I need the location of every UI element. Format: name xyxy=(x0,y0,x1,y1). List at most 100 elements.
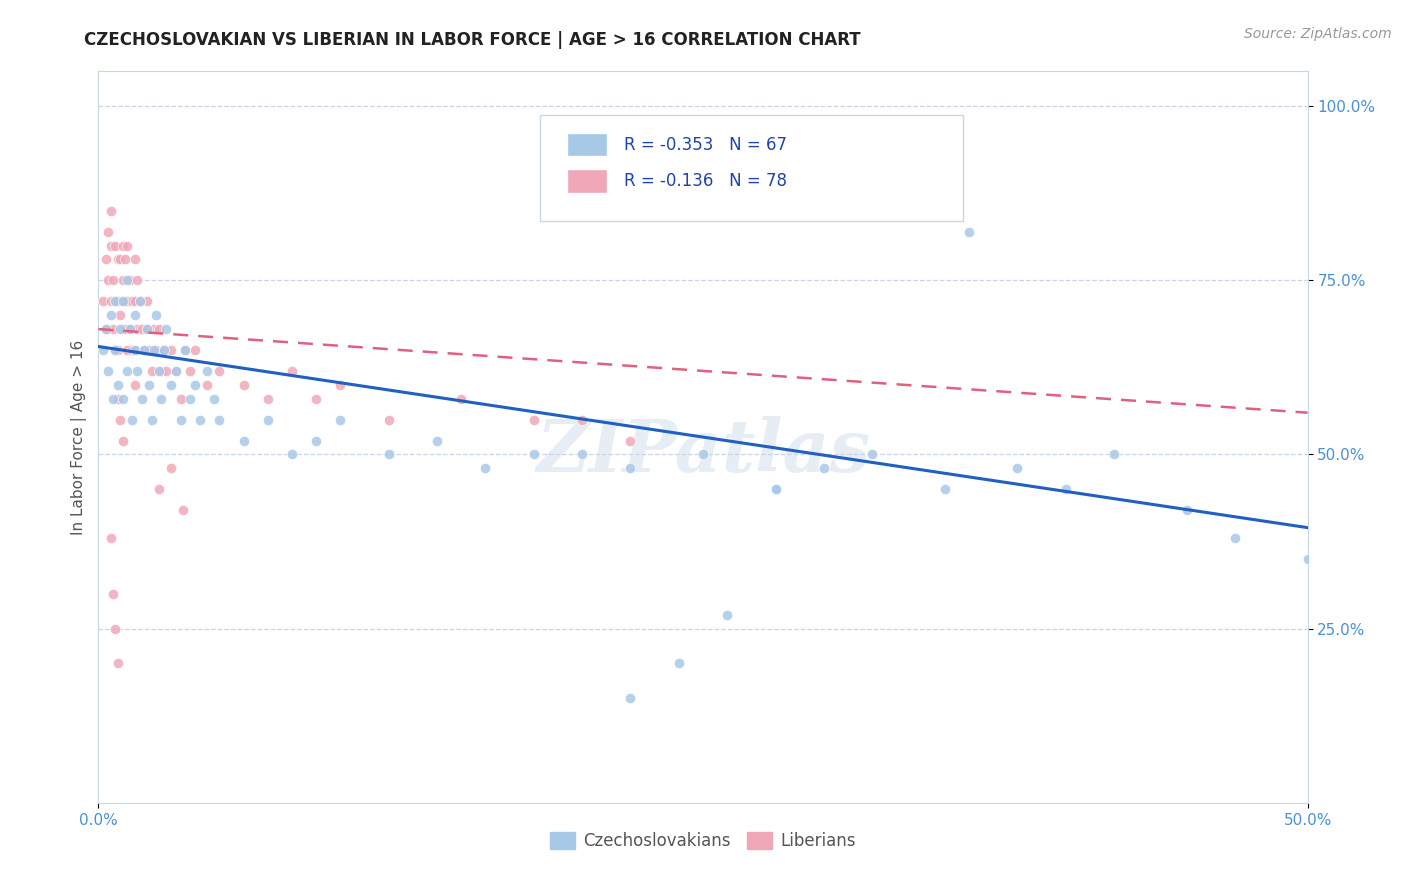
Point xyxy=(377,412,399,426)
Point xyxy=(765,483,787,497)
Point xyxy=(124,308,146,322)
Point xyxy=(281,448,304,462)
Point xyxy=(692,448,714,462)
Text: R = -0.353   N = 67: R = -0.353 N = 67 xyxy=(624,136,787,153)
Point xyxy=(111,294,134,309)
Point xyxy=(114,252,136,267)
Point xyxy=(118,273,141,287)
Point xyxy=(305,434,328,448)
Point xyxy=(117,238,139,252)
Point xyxy=(232,377,254,392)
Point xyxy=(118,322,141,336)
Point xyxy=(111,392,134,406)
Point xyxy=(138,377,160,392)
Point xyxy=(208,412,231,426)
Point xyxy=(148,364,170,378)
Point xyxy=(94,322,117,336)
Point xyxy=(101,392,124,406)
Point xyxy=(957,225,980,239)
Point xyxy=(107,294,129,309)
Point xyxy=(118,322,141,336)
Point xyxy=(108,322,131,336)
Point xyxy=(97,225,120,239)
Point xyxy=(97,273,120,287)
Point xyxy=(165,364,187,378)
Point xyxy=(150,392,173,406)
Point xyxy=(426,434,449,448)
Point xyxy=(860,448,883,462)
Point xyxy=(169,392,191,406)
Point xyxy=(111,434,134,448)
Point xyxy=(169,412,191,426)
Point xyxy=(111,238,134,252)
Point xyxy=(100,203,122,218)
Point xyxy=(165,364,187,378)
Point xyxy=(668,657,690,671)
Point xyxy=(91,294,114,309)
Point xyxy=(124,343,146,357)
Text: Source: ZipAtlas.com: Source: ZipAtlas.com xyxy=(1244,27,1392,41)
Point xyxy=(104,294,127,309)
Point xyxy=(104,238,127,252)
Point xyxy=(104,343,127,357)
Point xyxy=(107,252,129,267)
Point xyxy=(135,322,157,336)
Point xyxy=(141,364,163,378)
Text: ZIPatlas: ZIPatlas xyxy=(536,417,870,487)
Point xyxy=(141,412,163,426)
Point xyxy=(107,392,129,406)
Point xyxy=(111,273,134,287)
Point xyxy=(117,294,139,309)
Point xyxy=(195,377,218,392)
Point xyxy=(124,294,146,309)
Point xyxy=(117,273,139,287)
Point xyxy=(108,308,131,322)
Point xyxy=(131,392,153,406)
Point xyxy=(100,531,122,545)
Point xyxy=(127,364,149,378)
Point xyxy=(1054,483,1077,497)
Point xyxy=(160,343,183,357)
Point xyxy=(100,238,122,252)
Point xyxy=(97,364,120,378)
Point xyxy=(155,364,177,378)
Point xyxy=(184,377,207,392)
Point xyxy=(117,364,139,378)
Point xyxy=(127,322,149,336)
Point xyxy=(94,252,117,267)
Point xyxy=(107,343,129,357)
Legend: Czechoslovakians, Liberians: Czechoslovakians, Liberians xyxy=(543,825,863,856)
Point xyxy=(377,448,399,462)
FancyBboxPatch shape xyxy=(540,115,963,221)
Point xyxy=(160,461,183,475)
Point xyxy=(128,294,150,309)
Point xyxy=(145,343,167,357)
Point xyxy=(174,343,197,357)
Point xyxy=(145,308,167,322)
Point xyxy=(571,412,593,426)
Point xyxy=(124,343,146,357)
Point xyxy=(179,392,201,406)
Point xyxy=(188,412,211,426)
Point xyxy=(232,434,254,448)
Point xyxy=(104,343,127,357)
Point xyxy=(107,377,129,392)
Point xyxy=(100,294,122,309)
Point xyxy=(474,461,496,475)
Point xyxy=(121,412,143,426)
Point xyxy=(101,322,124,336)
Point xyxy=(934,483,956,497)
Point xyxy=(143,322,166,336)
Point xyxy=(108,252,131,267)
Point xyxy=(1223,531,1246,545)
Point xyxy=(155,322,177,336)
Point xyxy=(135,294,157,309)
Point xyxy=(179,364,201,378)
Point xyxy=(204,392,226,406)
Y-axis label: In Labor Force | Age > 16: In Labor Force | Age > 16 xyxy=(72,340,87,534)
Point xyxy=(174,343,197,357)
Point xyxy=(124,252,146,267)
Point xyxy=(184,343,207,357)
Point xyxy=(135,322,157,336)
Point xyxy=(619,434,641,448)
